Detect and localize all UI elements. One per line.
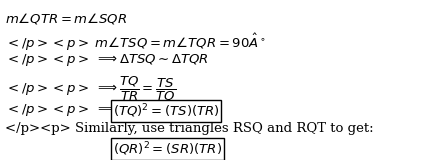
Text: $</p><p>\;\Longrightarrow$: $</p><p>\;\Longrightarrow$	[5, 102, 118, 118]
Text: </p><p> Similarly, use triangles RSQ and RQT to get:: </p><p> Similarly, use triangles RSQ and…	[5, 123, 373, 136]
Text: $</p><p>\;\Longrightarrow \Delta TSQ \sim \Delta TQR$: $</p><p>\;\Longrightarrow \Delta TSQ \si…	[5, 52, 209, 68]
Text: $(TQ)^2 = (TS)(TR)$: $(TQ)^2 = (TS)(TR)$	[112, 102, 219, 120]
Text: $</p><p>\;m\angle TSQ = m\angle TQR = 90\hat{A}^\circ$: $</p><p>\;m\angle TSQ = m\angle TQR = 90…	[5, 32, 266, 53]
Text: $(QR)^2 = (SR)(TR)$: $(QR)^2 = (SR)(TR)$	[112, 140, 221, 158]
Text: $</p><p>\;\Longrightarrow \dfrac{TQ}{TR} = \dfrac{TS}{TQ}$: $</p><p>\;\Longrightarrow \dfrac{TQ}{TR}…	[5, 75, 176, 104]
Text: $m\angle QTR = m\angle SQR$: $m\angle QTR = m\angle SQR$	[5, 11, 127, 26]
